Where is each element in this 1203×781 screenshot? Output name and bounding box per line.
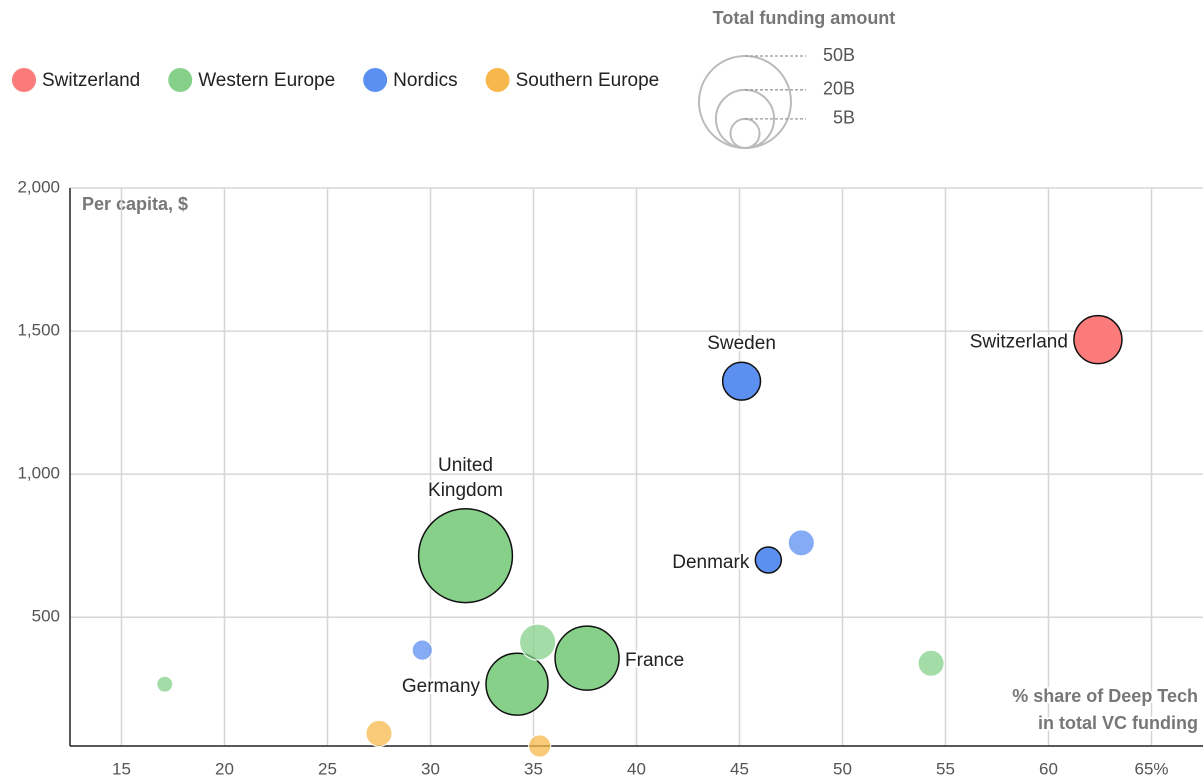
y-tick-label: 500 xyxy=(32,607,60,626)
bubble xyxy=(417,508,514,604)
x-tick-label: 35 xyxy=(524,759,543,778)
bubble-label: Germany xyxy=(402,676,481,697)
size-legend-circle xyxy=(698,55,792,149)
x-tick-label: 15 xyxy=(112,759,131,778)
size-legend-label: 50B xyxy=(823,45,855,65)
bubble-label: France xyxy=(625,650,684,671)
bubble-label: Denmark xyxy=(672,552,750,573)
legend-marker xyxy=(168,68,193,92)
bubble xyxy=(554,625,620,691)
x-tick-label: 40 xyxy=(627,759,646,778)
bubble-label: Kingdom xyxy=(428,480,503,501)
size-legend-circle xyxy=(729,117,761,149)
x-tick-label: 20 xyxy=(215,759,234,778)
y-axis-title: Per capita, $ xyxy=(82,194,188,214)
bubble xyxy=(754,546,783,574)
size-legend-label: 20B xyxy=(823,79,855,99)
bubble xyxy=(528,734,552,758)
bubble xyxy=(365,719,393,747)
x-axis-title: % share of Deep Tech xyxy=(1012,686,1198,706)
y-tick-label: 2,000 xyxy=(17,177,60,196)
legend-label: Switzerland xyxy=(42,70,140,91)
legend-marker xyxy=(12,68,36,92)
y-tick-label: 1,000 xyxy=(17,464,60,483)
bubble xyxy=(485,652,549,716)
size-legend-title: Total funding amount xyxy=(713,8,896,28)
legend-label: Nordics xyxy=(393,70,457,91)
x-tick-label: 30 xyxy=(421,759,440,778)
bubble xyxy=(411,639,433,661)
x-tick-label: 65% xyxy=(1134,759,1168,778)
legend-marker xyxy=(363,68,388,92)
bubbles xyxy=(156,314,1123,758)
size-legend-label: 5B xyxy=(833,108,855,128)
y-tick-label: 1,500 xyxy=(17,321,60,340)
x-tick-label: 25 xyxy=(318,759,337,778)
x-axis-title: in total VC funding xyxy=(1038,713,1198,733)
bubble-label: United xyxy=(438,455,493,476)
bubble xyxy=(156,675,174,693)
x-tick-label: 60 xyxy=(1039,759,1058,778)
bubble-label: Switzerland xyxy=(970,332,1068,353)
x-tick-label: 45 xyxy=(730,759,749,778)
legend-marker xyxy=(485,68,510,92)
legend-label: Southern Europe xyxy=(516,70,660,91)
bubble-label: Sweden xyxy=(707,333,776,354)
bubble xyxy=(1073,314,1123,365)
bubble xyxy=(721,361,762,401)
x-tick-label: 55 xyxy=(936,759,955,778)
bubble xyxy=(519,623,557,661)
x-tick-label: 50 xyxy=(833,759,852,778)
bubble xyxy=(917,649,945,677)
bubble xyxy=(787,529,815,557)
legend-label: Western Europe xyxy=(198,70,335,91)
